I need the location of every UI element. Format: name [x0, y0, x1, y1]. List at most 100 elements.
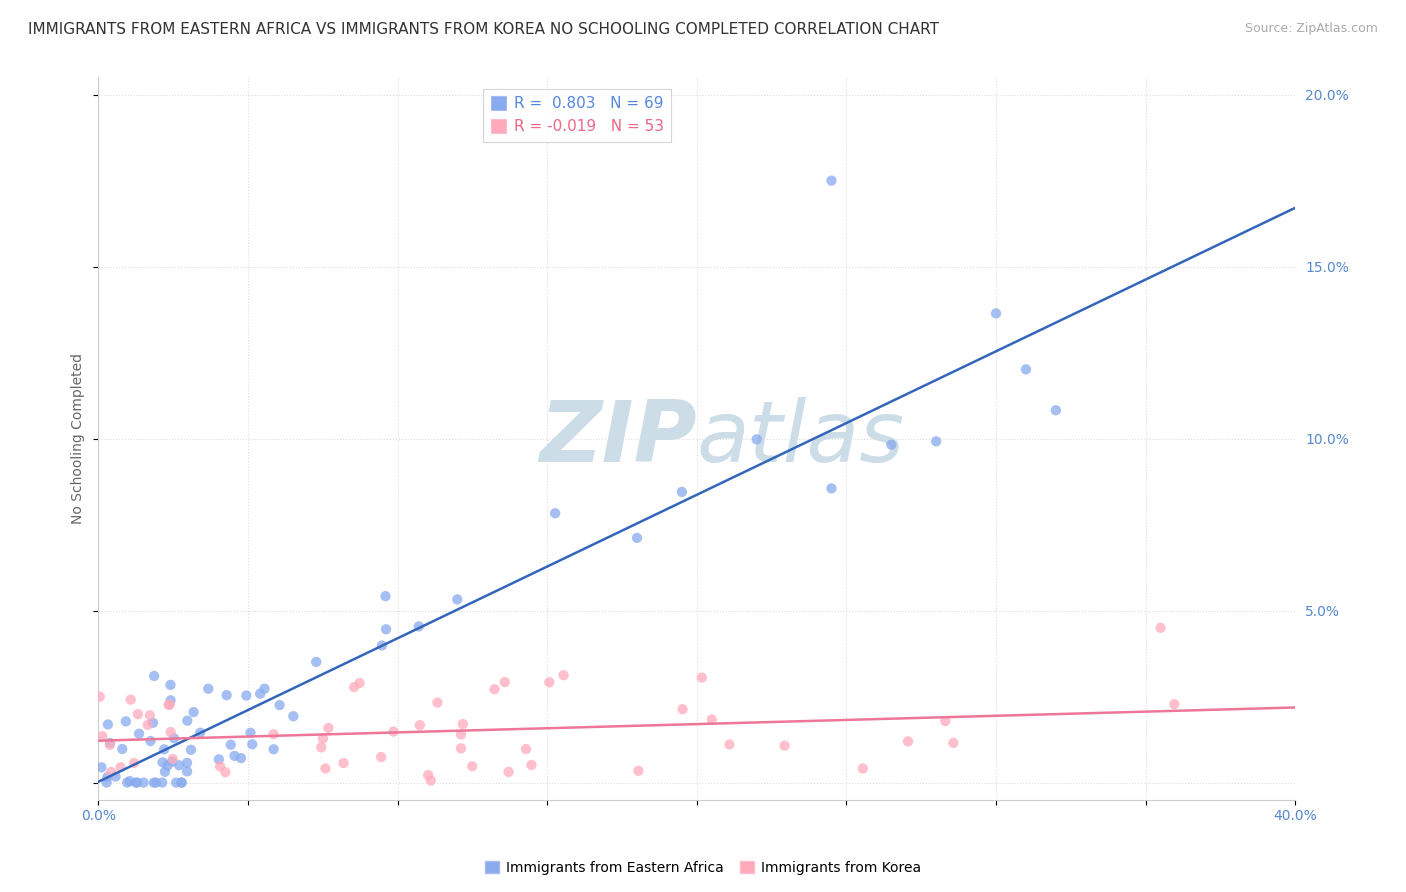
Point: [159, 698, 181, 712]
Point: [1163, 697, 1185, 711]
Point: [461, 759, 484, 773]
Point: [382, 724, 405, 739]
Point: [418, 768, 440, 782]
Point: [90, 760, 112, 774]
Point: [159, 693, 181, 707]
Point: [139, 708, 162, 723]
Point: [451, 717, 474, 731]
Point: [370, 750, 392, 764]
Point: [96, 775, 118, 789]
Legend: R =  0.803   N = 69, R = -0.019   N = 53: R = 0.803 N = 69, R = -0.019 N = 53: [484, 88, 671, 142]
Point: [897, 734, 920, 748]
Point: [745, 433, 768, 447]
Text: ZIP: ZIP: [540, 397, 697, 480]
Point: [150, 775, 173, 789]
Point: [143, 669, 166, 683]
Point: [98, 738, 121, 752]
Point: [515, 742, 537, 756]
Point: [538, 675, 561, 690]
Point: [180, 743, 202, 757]
Point: [553, 668, 575, 682]
Point: [176, 764, 198, 779]
Point: [409, 718, 432, 732]
Point: [283, 709, 305, 723]
Point: [1149, 621, 1171, 635]
Point: [156, 758, 179, 772]
Point: [132, 775, 155, 789]
Point: [249, 687, 271, 701]
Text: Source: ZipAtlas.com: Source: ZipAtlas.com: [1244, 22, 1378, 36]
Point: [104, 770, 127, 784]
Point: [374, 589, 396, 603]
Point: [98, 736, 121, 750]
Point: [152, 756, 174, 770]
Point: [118, 774, 141, 789]
Point: [224, 748, 246, 763]
Point: [343, 680, 366, 694]
Point: [498, 764, 520, 779]
Point: [626, 531, 648, 545]
Point: [408, 619, 430, 633]
Point: [142, 715, 165, 730]
Point: [96, 770, 118, 784]
Point: [269, 698, 291, 712]
Point: [159, 678, 181, 692]
Point: [153, 764, 176, 779]
Point: [183, 705, 205, 719]
Text: IMMIGRANTS FROM EASTERN AFRICA VS IMMIGRANTS FROM KOREA NO SCHOOLING COMPLETED C: IMMIGRANTS FROM EASTERN AFRICA VS IMMIGR…: [28, 22, 939, 37]
Point: [157, 698, 180, 712]
Point: [111, 742, 134, 756]
Point: [176, 756, 198, 770]
Point: [159, 725, 181, 739]
Point: [309, 740, 332, 755]
Point: [305, 655, 328, 669]
Point: [142, 775, 165, 789]
Point: [1015, 362, 1038, 376]
Point: [91, 729, 114, 743]
Point: [349, 676, 371, 690]
Point: [188, 725, 211, 739]
Point: [110, 760, 132, 774]
Point: [880, 438, 903, 452]
Point: [426, 696, 449, 710]
Point: [176, 714, 198, 728]
Point: [115, 775, 138, 789]
Point: [450, 741, 472, 756]
Point: [127, 775, 149, 789]
Point: [450, 727, 472, 741]
Point: [375, 622, 398, 636]
Point: [163, 731, 186, 746]
Point: [235, 689, 257, 703]
Point: [263, 742, 285, 756]
Point: [820, 482, 842, 496]
Point: [852, 762, 875, 776]
Point: [162, 752, 184, 766]
Point: [214, 765, 236, 780]
Point: [371, 639, 394, 653]
Point: [700, 713, 723, 727]
Point: [136, 718, 159, 732]
Point: [318, 721, 340, 735]
Point: [165, 775, 187, 789]
Point: [263, 727, 285, 741]
Point: [167, 758, 190, 772]
Point: [229, 751, 252, 765]
Point: [160, 755, 183, 769]
Legend: Immigrants from Eastern Africa, Immigrants from Korea: Immigrants from Eastern Africa, Immigran…: [479, 855, 927, 880]
Point: [984, 306, 1007, 320]
Point: [145, 775, 167, 789]
Point: [820, 173, 842, 187]
Point: [139, 734, 162, 748]
Point: [934, 714, 956, 728]
Point: [1045, 403, 1067, 417]
Point: [208, 752, 231, 766]
Point: [215, 688, 238, 702]
Point: [239, 725, 262, 739]
Point: [127, 707, 149, 722]
Point: [128, 727, 150, 741]
Point: [125, 775, 148, 789]
Point: [419, 773, 441, 788]
Point: [314, 762, 336, 776]
Point: [627, 764, 650, 778]
Point: [718, 738, 741, 752]
